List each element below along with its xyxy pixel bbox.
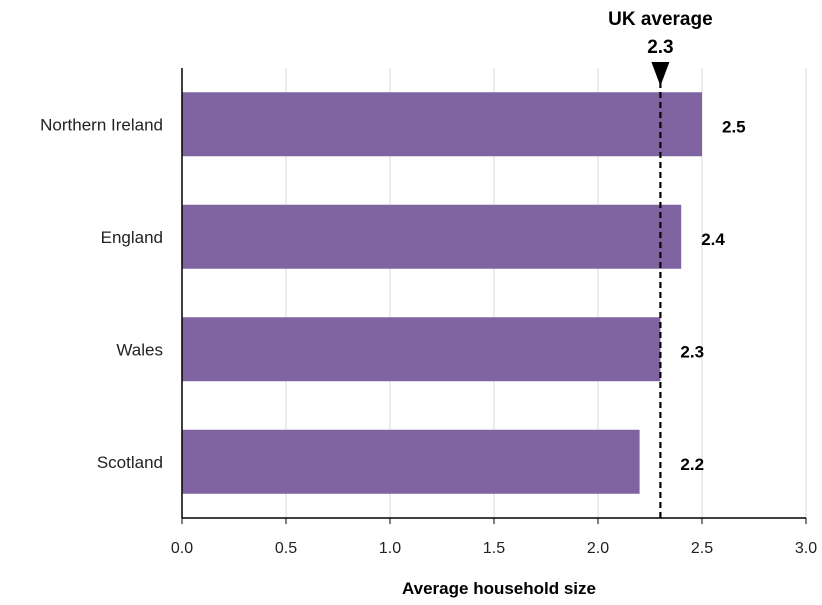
x-tick-label: 2.5: [691, 540, 713, 557]
category-label: Northern Ireland: [40, 115, 163, 134]
x-tick-label: 0.5: [275, 540, 297, 557]
bar: [182, 429, 640, 494]
bar-value-label: 2.5: [722, 117, 746, 136]
bar-layer: [182, 92, 702, 494]
x-tick-label: 1.0: [379, 540, 401, 557]
uk-average-marker: [651, 62, 670, 86]
bar-value-label: 2.4: [701, 230, 725, 249]
bar-value-label: 2.3: [680, 342, 704, 361]
x-tick-label: 3.0: [795, 540, 817, 557]
category-label: Scotland: [97, 453, 163, 472]
category-label: England: [101, 228, 163, 247]
x-tick-label: 0.0: [171, 540, 193, 557]
bar-value-label: 2.2: [680, 455, 704, 474]
bar: [182, 317, 661, 382]
category-label: Wales: [116, 340, 163, 359]
x-tick-label: 2.0: [587, 540, 609, 557]
x-tick-label: 1.5: [483, 540, 505, 557]
x-axis-title: Average household size: [402, 579, 596, 598]
reference-line-layer: UK average 2.3: [608, 9, 713, 518]
uk-average-value: 2.3: [647, 37, 673, 58]
uk-average-label: UK average: [608, 9, 713, 30]
bar: [182, 204, 682, 269]
bar: [182, 92, 702, 157]
axis-layer: [181, 68, 807, 524]
label-layer: 0.0 0.5 1.0 1.5 2.0 2.5 3.0 Northern Ireland 2.5…: [40, 115, 817, 557]
